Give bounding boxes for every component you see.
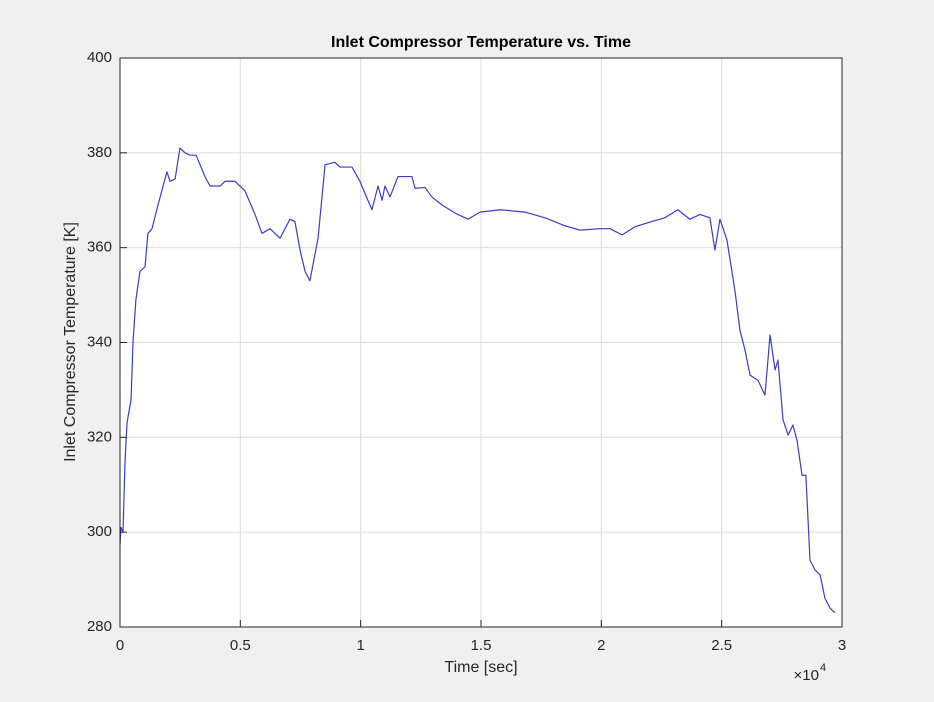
- x-tick-label: 2.5: [711, 637, 732, 654]
- x-multiplier-base: ×10: [794, 667, 819, 684]
- y-axis-label: Inlet Compressor Temperature [K]: [62, 222, 79, 462]
- y-tick-label: 320: [87, 428, 112, 445]
- y-tick-label: 280: [87, 618, 112, 635]
- x-tick-label: 1.5: [471, 637, 492, 654]
- x-axis-label: Time [sec]: [444, 659, 517, 676]
- x-multiplier-exponent: 4: [820, 662, 826, 674]
- y-tick-label: 340: [87, 333, 112, 350]
- chart-title: Inlet Compressor Temperature vs. Time: [331, 34, 631, 51]
- x-tick-label: 3: [838, 637, 846, 654]
- y-tick-label: 380: [87, 144, 112, 161]
- data-line: [119, 147, 836, 614]
- x-tick-label: 0: [116, 637, 124, 654]
- x-tick-label: 0.5: [230, 637, 251, 654]
- y-tick-label: 360: [87, 239, 112, 256]
- y-tick-label: 400: [87, 49, 112, 66]
- x-tick-label: 2: [597, 637, 605, 654]
- x-tick-label: 1: [356, 637, 364, 654]
- y-tick-label: 300: [87, 523, 112, 540]
